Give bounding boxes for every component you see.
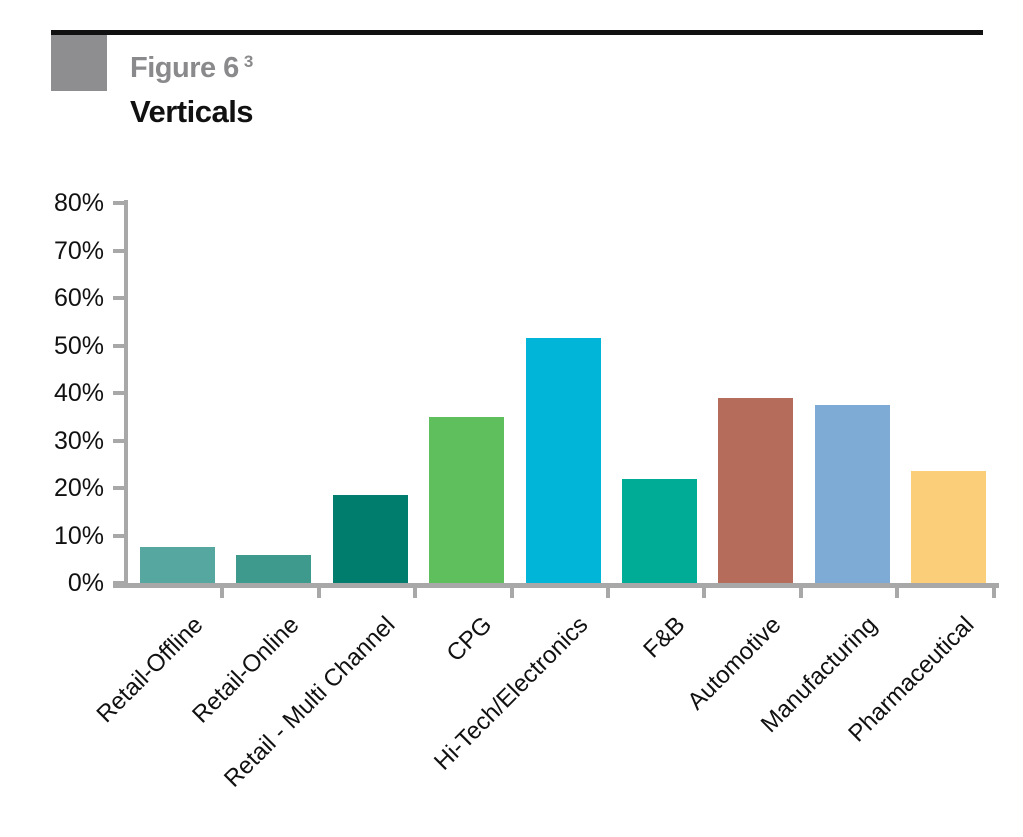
bar-pharmaceutical [911,471,987,583]
x-tick-mark [798,583,803,598]
bar-f-b [622,478,697,583]
y-tick-label: 30% [53,426,104,455]
bar-automotive [718,397,794,583]
header-rule [51,30,983,35]
y-tick-mark [113,248,126,253]
x-tick-mark [702,583,707,598]
y-tick-label: 80% [53,189,104,217]
y-tick-mark [113,391,126,395]
bar-hi-tech-electronics [525,338,601,583]
y-axis-line [124,200,128,588]
y-tick-label: 40% [53,379,104,407]
figure-footnote-marker: 3 [243,52,253,71]
x-axis-line [113,583,999,588]
y-tick-label: 50% [53,331,104,360]
x-tick-mark [413,583,418,598]
figure-marker-square [51,35,107,91]
figure-title: Verticals [130,94,254,129]
x-tick-mark [509,583,514,598]
figure-label-text: Figure 6 [130,52,239,84]
y-tick-mark [113,201,126,205]
bar-retail-offline [140,547,215,583]
y-tick-mark [113,296,126,300]
y-tick-mark [113,486,126,490]
y-tick-label: 0% [67,569,104,597]
bar-manufacturing [814,404,890,583]
x-tick-mark [316,583,321,598]
y-tick-mark [113,533,126,538]
y-tick-label: 20% [53,474,104,502]
y-tick-mark [113,343,126,348]
x-tick-mark [991,583,996,598]
x-tick-mark [606,583,610,598]
bar-cpg [429,416,505,583]
bar-retail-online [236,554,312,583]
x-tick-mark [220,583,225,598]
y-tick-mark [113,438,126,443]
y-tick-label: 60% [53,284,104,312]
y-tick-label: 70% [53,236,104,265]
bar-retail-multi-channel [332,495,408,583]
y-tick-label: 10% [53,521,104,550]
x-tick-mark [895,583,900,598]
